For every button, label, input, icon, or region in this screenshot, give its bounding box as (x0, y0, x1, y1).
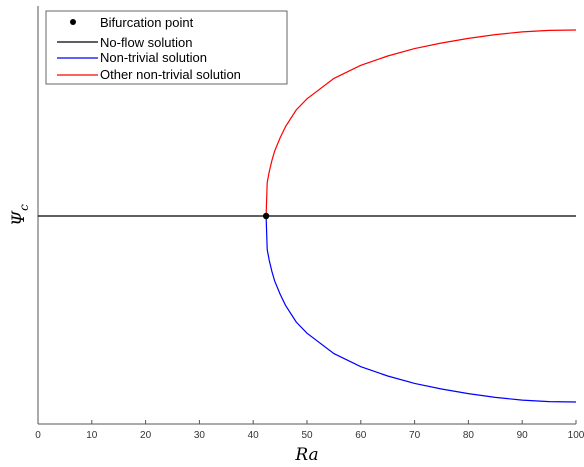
y-axis-label-subscript: c (17, 204, 31, 211)
legend-marker-bifurcation (70, 19, 76, 25)
series-line-other-non-trivial-solution (265, 29, 577, 217)
y-axis-label-main: Ψ (9, 210, 29, 226)
x-tick-label: 70 (409, 430, 421, 441)
y-axis-label: Ψc (9, 204, 31, 226)
x-ticks: 0 10 20 30 40 50 60 70 80 90 100 (35, 420, 584, 441)
legend-label-non-trivial: Non-trivial solution (100, 50, 207, 65)
legend-box (45, 10, 288, 85)
marker-layer (262, 212, 270, 220)
x-tick-label: 20 (140, 430, 152, 441)
x-tick-label: 80 (463, 430, 475, 441)
legend: Bifurcation point No-flow solution Non-t… (45, 10, 288, 85)
x-tick-label: 10 (86, 430, 98, 441)
legend-label-other-non-trivial: Other non-trivial solution (100, 67, 241, 82)
x-axis-label: Ra (294, 445, 318, 465)
x-tick-label: 30 (194, 430, 206, 441)
x-tick-label: 90 (517, 430, 529, 441)
x-tick-label: 100 (568, 430, 584, 441)
x-tick-label: 60 (355, 430, 367, 441)
series-layer (38, 29, 577, 403)
bifurcation-point-marker (262, 212, 270, 220)
x-tick-label: 0 (35, 430, 41, 441)
x-tick-label: 50 (301, 430, 313, 441)
legend-label-no-flow: No-flow solution (100, 35, 193, 50)
series-line-non-trivial-solution (265, 215, 577, 403)
x-tick-label: 40 (248, 430, 260, 441)
legend-label-bifurcation: Bifurcation point (100, 15, 194, 30)
